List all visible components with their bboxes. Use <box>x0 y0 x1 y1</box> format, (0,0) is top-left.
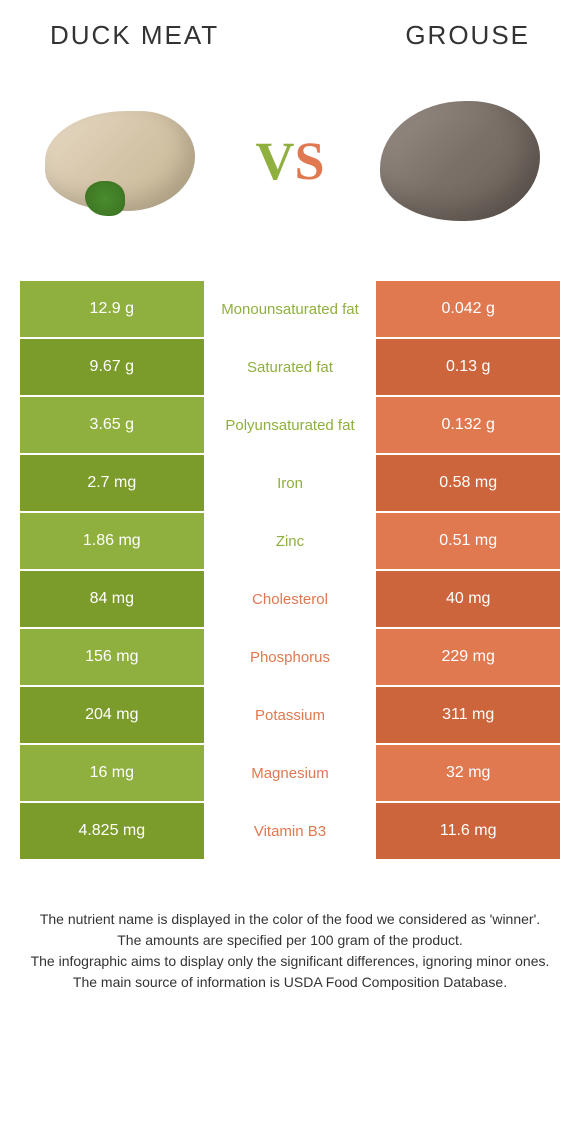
footer-notes: The nutrient name is displayed in the co… <box>20 909 560 993</box>
left-value-cell: 9.67 g <box>20 339 204 395</box>
vs-s-letter: S <box>294 131 324 191</box>
nutrient-label-cell: Phosphorus <box>204 629 377 685</box>
table-row: 9.67 gSaturated fat0.13 g <box>20 339 560 395</box>
table-row: 4.825 mgVitamin B311.6 mg <box>20 803 560 859</box>
right-value-cell: 0.13 g <box>376 339 560 395</box>
nutrient-label-cell: Cholesterol <box>204 571 377 627</box>
images-row: VS <box>20 71 560 251</box>
left-value-cell: 2.7 mg <box>20 455 204 511</box>
left-value-cell: 1.86 mg <box>20 513 204 569</box>
left-value-cell: 3.65 g <box>20 397 204 453</box>
header-row: Duck meat Grouse <box>20 20 560 51</box>
table-row: 84 mgCholesterol40 mg <box>20 571 560 627</box>
left-food-title: Duck meat <box>50 20 219 51</box>
vs-v-letter: V <box>255 131 294 191</box>
left-value-cell: 204 mg <box>20 687 204 743</box>
left-value-cell: 84 mg <box>20 571 204 627</box>
right-value-cell: 11.6 mg <box>376 803 560 859</box>
table-row: 204 mgPotassium311 mg <box>20 687 560 743</box>
right-value-cell: 32 mg <box>376 745 560 801</box>
left-value-cell: 4.825 mg <box>20 803 204 859</box>
left-value-cell: 16 mg <box>20 745 204 801</box>
right-value-cell: 311 mg <box>376 687 560 743</box>
nutrient-label-cell: Polyunsaturated fat <box>204 397 377 453</box>
right-value-cell: 0.042 g <box>376 281 560 337</box>
nutrient-table: 12.9 gMonounsaturated fat0.042 g9.67 gSa… <box>20 281 560 859</box>
table-row: 2.7 mgIron0.58 mg <box>20 455 560 511</box>
right-food-title: Grouse <box>405 20 530 51</box>
nutrient-label-cell: Monounsaturated fat <box>204 281 377 337</box>
nutrient-label-cell: Zinc <box>204 513 377 569</box>
grouse-image <box>370 81 550 241</box>
nutrient-label-cell: Vitamin B3 <box>204 803 377 859</box>
left-value-cell: 156 mg <box>20 629 204 685</box>
right-value-cell: 40 mg <box>376 571 560 627</box>
footer-line-3: The infographic aims to display only the… <box>30 951 550 972</box>
footer-line-1: The nutrient name is displayed in the co… <box>30 909 550 930</box>
nutrient-label-cell: Saturated fat <box>204 339 377 395</box>
left-value-cell: 12.9 g <box>20 281 204 337</box>
footer-line-2: The amounts are specified per 100 gram o… <box>30 930 550 951</box>
vs-label: VS <box>255 130 324 192</box>
duck-image <box>30 81 210 241</box>
right-value-cell: 0.58 mg <box>376 455 560 511</box>
footer-line-4: The main source of information is USDA F… <box>30 972 550 993</box>
table-row: 12.9 gMonounsaturated fat0.042 g <box>20 281 560 337</box>
right-value-cell: 229 mg <box>376 629 560 685</box>
nutrient-label-cell: Iron <box>204 455 377 511</box>
table-row: 156 mgPhosphorus229 mg <box>20 629 560 685</box>
grouse-shape <box>380 101 540 221</box>
table-row: 3.65 gPolyunsaturated fat0.132 g <box>20 397 560 453</box>
nutrient-label-cell: Magnesium <box>204 745 377 801</box>
table-row: 16 mgMagnesium32 mg <box>20 745 560 801</box>
right-value-cell: 0.132 g <box>376 397 560 453</box>
duck-shape <box>45 111 195 211</box>
table-row: 1.86 mgZinc0.51 mg <box>20 513 560 569</box>
herb-icon <box>85 181 125 216</box>
nutrient-label-cell: Potassium <box>204 687 377 743</box>
right-value-cell: 0.51 mg <box>376 513 560 569</box>
